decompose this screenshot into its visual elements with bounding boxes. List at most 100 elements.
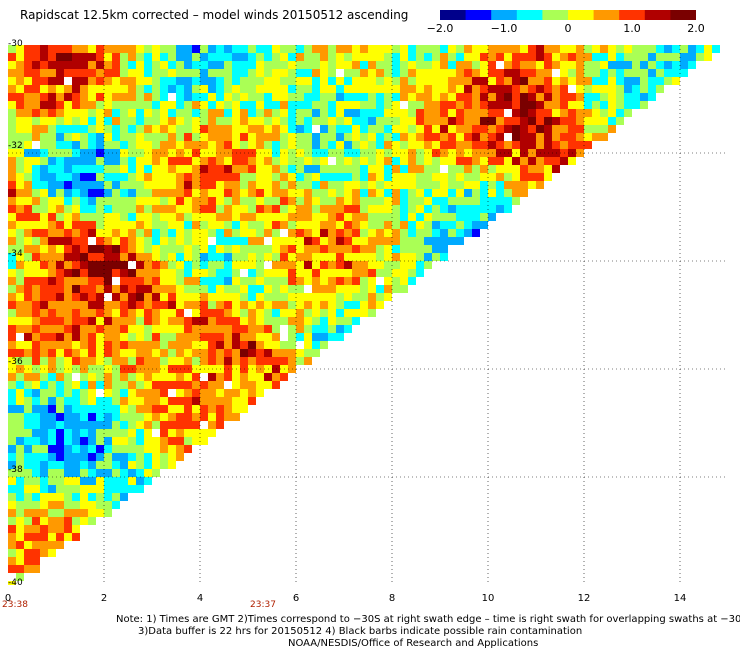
data-cell [168, 69, 176, 77]
data-cell [648, 45, 656, 53]
data-cell [360, 301, 368, 309]
data-cell [72, 205, 80, 213]
data-cell [400, 69, 408, 77]
data-cell [24, 93, 32, 101]
data-cell [432, 93, 440, 101]
data-cell [216, 309, 224, 317]
data-cell [40, 349, 48, 357]
data-cell [440, 221, 448, 229]
data-cell [416, 221, 424, 229]
colorbar-label-pos1: 1.0 [623, 22, 641, 35]
data-cell [416, 173, 424, 181]
data-cell [408, 69, 416, 77]
data-cell [56, 53, 64, 61]
data-cell [176, 301, 184, 309]
data-cell [256, 77, 264, 85]
data-cell [120, 397, 128, 405]
data-cell [128, 373, 136, 381]
data-cell [48, 45, 56, 53]
data-cell [312, 181, 320, 189]
data-cell [392, 181, 400, 189]
data-cell [176, 357, 184, 365]
data-cell [376, 141, 384, 149]
data-cell [520, 157, 528, 165]
data-cell [16, 573, 24, 581]
data-cell [128, 293, 136, 301]
data-cell [16, 461, 24, 469]
data-cell [488, 117, 496, 125]
data-cell [136, 173, 144, 181]
data-cell [264, 341, 272, 349]
data-cell [160, 285, 168, 293]
data-cell [56, 245, 64, 253]
data-cell [256, 213, 264, 221]
data-cell [472, 109, 480, 117]
data-cell [312, 61, 320, 69]
data-cell [608, 117, 616, 125]
data-cell [200, 237, 208, 245]
data-cell [248, 77, 256, 85]
data-cell [280, 349, 288, 357]
data-cell [520, 45, 528, 53]
data-cell [416, 165, 424, 173]
data-cell [64, 221, 72, 229]
data-cell [232, 341, 240, 349]
data-cell [112, 213, 120, 221]
data-cell [440, 85, 448, 93]
data-cell [368, 125, 376, 133]
data-cell [304, 165, 312, 173]
data-cell [208, 301, 216, 309]
data-cell [40, 333, 48, 341]
data-cell [304, 141, 312, 149]
data-cell [544, 85, 552, 93]
data-cell [480, 141, 488, 149]
data-cell [40, 261, 48, 269]
data-cell [368, 277, 376, 285]
data-cell [208, 157, 216, 165]
data-cell [40, 285, 48, 293]
data-cell [144, 141, 152, 149]
data-cell [40, 501, 48, 509]
data-cell [32, 381, 40, 389]
data-cell [496, 189, 504, 197]
data-cell [88, 373, 96, 381]
data-cell [168, 181, 176, 189]
data-cell [32, 389, 40, 397]
data-cell [344, 109, 352, 117]
data-cell [304, 69, 312, 77]
data-cell [568, 45, 576, 53]
data-cell [624, 45, 632, 53]
data-cell [656, 53, 664, 61]
data-cell [464, 173, 472, 181]
data-cell [216, 325, 224, 333]
data-cell [224, 405, 232, 413]
data-cell [264, 213, 272, 221]
data-cell [424, 213, 432, 221]
data-cell [336, 141, 344, 149]
data-cell [192, 269, 200, 277]
data-cell [448, 173, 456, 181]
data-cell [208, 429, 216, 437]
data-cell [56, 485, 64, 493]
data-cell [224, 197, 232, 205]
data-cell [120, 189, 128, 197]
data-cell [48, 397, 56, 405]
data-cell [128, 77, 136, 85]
data-cell [40, 53, 48, 61]
data-cell [8, 429, 16, 437]
data-cell [376, 61, 384, 69]
data-cell [80, 157, 88, 165]
data-cell [200, 85, 208, 93]
data-cell [176, 141, 184, 149]
data-cell [24, 141, 32, 149]
data-cell [160, 429, 168, 437]
data-cell [40, 93, 48, 101]
data-cell [344, 261, 352, 269]
data-cell [88, 69, 96, 77]
data-cell [96, 509, 104, 517]
data-cell [224, 93, 232, 101]
data-cell [280, 221, 288, 229]
data-cell [312, 77, 320, 85]
data-cell [256, 93, 264, 101]
data-cell [176, 181, 184, 189]
